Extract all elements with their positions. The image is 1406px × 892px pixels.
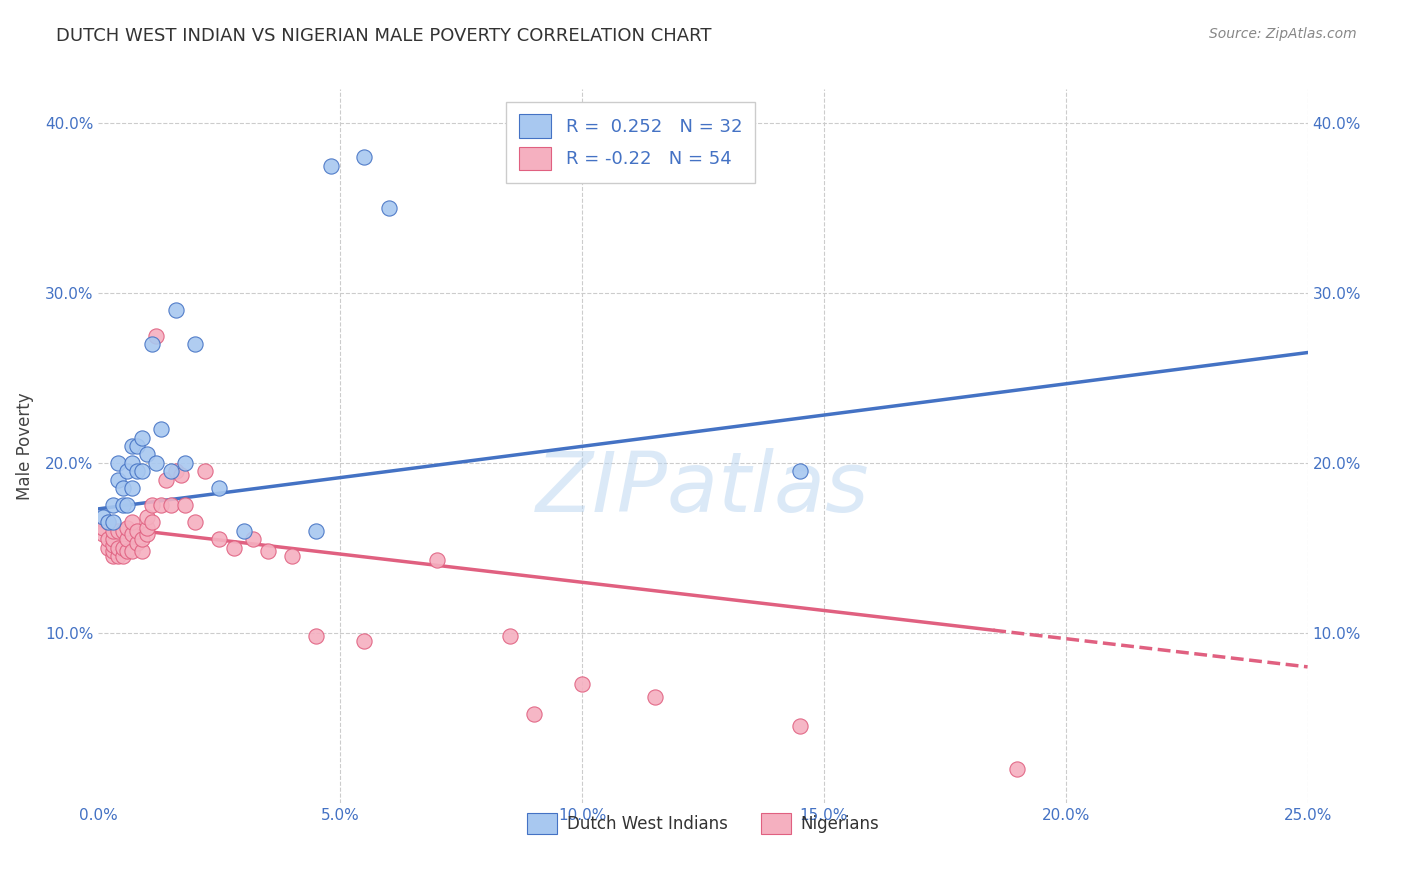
Point bbox=[127, 439, 149, 453]
Point bbox=[121, 482, 143, 496]
Point bbox=[150, 422, 173, 436]
Point bbox=[135, 448, 157, 462]
Point bbox=[91, 520, 114, 534]
Point bbox=[131, 544, 153, 558]
Point bbox=[111, 499, 134, 513]
Point bbox=[256, 544, 278, 558]
Point bbox=[353, 150, 375, 164]
Point bbox=[644, 690, 666, 705]
Point bbox=[101, 516, 124, 530]
Text: DUTCH WEST INDIAN VS NIGERIAN MALE POVERTY CORRELATION CHART: DUTCH WEST INDIAN VS NIGERIAN MALE POVER… bbox=[56, 27, 711, 45]
Point bbox=[107, 524, 129, 538]
Point bbox=[111, 524, 134, 538]
Point bbox=[91, 510, 114, 524]
Point bbox=[127, 465, 149, 479]
Point bbox=[111, 482, 134, 496]
Point bbox=[165, 465, 187, 479]
Point bbox=[281, 549, 304, 564]
Point bbox=[165, 303, 187, 318]
Point bbox=[232, 524, 254, 538]
Point bbox=[111, 541, 134, 555]
Point bbox=[121, 544, 143, 558]
Point bbox=[155, 473, 177, 487]
Point bbox=[117, 499, 139, 513]
Point bbox=[111, 549, 134, 564]
Point bbox=[131, 465, 153, 479]
Point bbox=[101, 524, 124, 538]
Y-axis label: Male Poverty: Male Poverty bbox=[15, 392, 34, 500]
Point bbox=[127, 536, 149, 550]
Point bbox=[131, 430, 153, 444]
Point bbox=[135, 527, 157, 541]
Point bbox=[107, 473, 129, 487]
Point bbox=[789, 719, 811, 733]
Point bbox=[150, 499, 173, 513]
Point bbox=[97, 516, 120, 530]
Point bbox=[135, 510, 157, 524]
Point bbox=[127, 524, 149, 538]
Point bbox=[107, 541, 129, 555]
Point bbox=[222, 541, 245, 555]
Point bbox=[91, 527, 114, 541]
Point bbox=[145, 456, 167, 470]
Point bbox=[101, 549, 124, 564]
Text: Source: ZipAtlas.com: Source: ZipAtlas.com bbox=[1209, 27, 1357, 41]
Point bbox=[160, 465, 183, 479]
Point bbox=[121, 456, 143, 470]
Point bbox=[498, 629, 520, 643]
Point bbox=[117, 465, 139, 479]
Point bbox=[97, 516, 120, 530]
Point bbox=[208, 482, 231, 496]
Point bbox=[426, 553, 449, 567]
Point bbox=[141, 499, 163, 513]
Point bbox=[169, 467, 191, 482]
Point bbox=[1007, 762, 1029, 776]
Point bbox=[160, 499, 183, 513]
Point bbox=[117, 533, 139, 547]
Point bbox=[194, 465, 217, 479]
Point bbox=[117, 544, 139, 558]
Point bbox=[121, 516, 143, 530]
Legend: Dutch West Indians, Nigerians: Dutch West Indians, Nigerians bbox=[520, 806, 886, 841]
Point bbox=[208, 533, 231, 547]
Point bbox=[101, 537, 124, 551]
Point bbox=[141, 337, 163, 351]
Point bbox=[377, 201, 399, 215]
Point bbox=[131, 533, 153, 547]
Point bbox=[145, 328, 167, 343]
Point bbox=[174, 456, 197, 470]
Point bbox=[97, 541, 120, 555]
Point bbox=[305, 629, 328, 643]
Point bbox=[184, 337, 207, 351]
Point bbox=[319, 159, 342, 173]
Point bbox=[135, 520, 157, 534]
Point bbox=[305, 524, 328, 538]
Point bbox=[101, 499, 124, 513]
Point bbox=[121, 439, 143, 453]
Point bbox=[523, 707, 546, 722]
Point bbox=[107, 549, 129, 564]
Point bbox=[242, 533, 264, 547]
Point bbox=[174, 499, 197, 513]
Text: ZIPatlas: ZIPatlas bbox=[536, 449, 870, 529]
Point bbox=[101, 544, 124, 558]
Point bbox=[141, 516, 163, 530]
Point bbox=[184, 516, 207, 530]
Point bbox=[107, 456, 129, 470]
Point bbox=[571, 677, 593, 691]
Point bbox=[353, 634, 375, 648]
Point bbox=[117, 520, 139, 534]
Point bbox=[121, 527, 143, 541]
Point bbox=[789, 465, 811, 479]
Point bbox=[101, 533, 124, 547]
Point bbox=[97, 533, 120, 547]
